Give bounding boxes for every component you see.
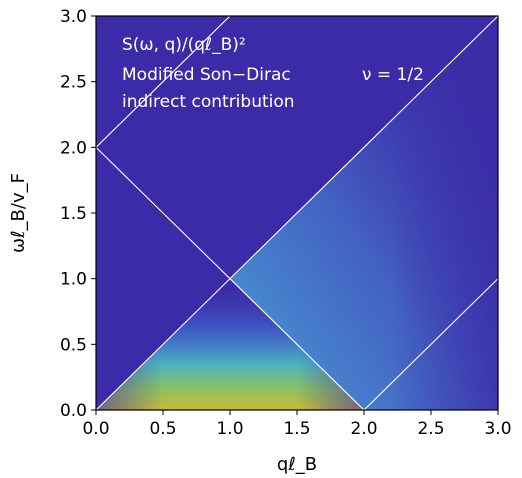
x-tick-label: 1.5 (283, 419, 310, 439)
x-tick-label: 0.0 (82, 419, 109, 439)
x-tick-label: 2.0 (350, 419, 377, 439)
y-axis-label: ωℓ_B/v_F (8, 173, 29, 253)
y-tick-label: 2.0 (60, 138, 87, 158)
y-tick-label: 3.0 (60, 7, 87, 27)
guide-line-2 (96, 146, 365, 410)
title-line-2: Modified Son−Dirac (122, 65, 291, 85)
y-axis-ticks: 0.0 0.5 1.0 1.5 2.0 2.5 3.0 (60, 7, 96, 421)
guide-line-3 (96, 16, 231, 148)
guide-line-1 (96, 16, 498, 410)
title-line-3: indirect contribution (122, 92, 295, 112)
title-line-1: S(ω, q)/(qℓ_B)² (122, 35, 246, 55)
y-tick-label: 0.0 (60, 401, 87, 421)
x-tick-label: 0.5 (149, 419, 176, 439)
y-tick-label: 0.5 (60, 335, 87, 355)
y-tick-label: 1.0 (60, 270, 87, 290)
heatmap-layer (96, 16, 498, 410)
x-tick-label: 1.0 (216, 419, 243, 439)
particle-hole-triangle-edges (96, 278, 364, 410)
filling-annotation: ν = 1/2 (362, 65, 424, 85)
peak-region (109, 402, 351, 410)
x-axis-ticks: 0.0 0.5 1.0 1.5 2.0 2.5 3.0 (82, 410, 512, 439)
x-tick-label: 3.0 (484, 419, 511, 439)
guide-lines (96, 16, 498, 410)
y-tick-label: 2.5 (60, 73, 87, 93)
guide-line-4 (363, 278, 498, 410)
continuum-wedge-fade (230, 16, 498, 410)
x-axis-label: qℓ_B (277, 454, 317, 475)
x-tick-label: 2.5 (417, 419, 444, 439)
y-tick-label: 1.5 (60, 204, 87, 224)
